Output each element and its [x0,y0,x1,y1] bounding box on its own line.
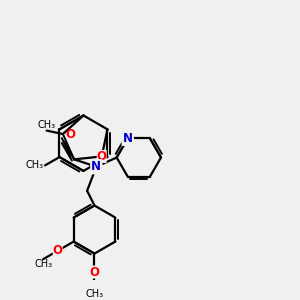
Text: N: N [91,160,101,173]
Text: O: O [53,244,63,257]
Text: O: O [89,266,100,279]
Text: N: N [123,132,133,145]
Text: O: O [65,128,75,141]
Text: CH₃: CH₃ [85,289,103,299]
Text: CH₃: CH₃ [25,160,43,170]
Text: CH₃: CH₃ [38,120,56,130]
Text: O: O [97,150,107,163]
Text: CH₃: CH₃ [34,259,52,269]
